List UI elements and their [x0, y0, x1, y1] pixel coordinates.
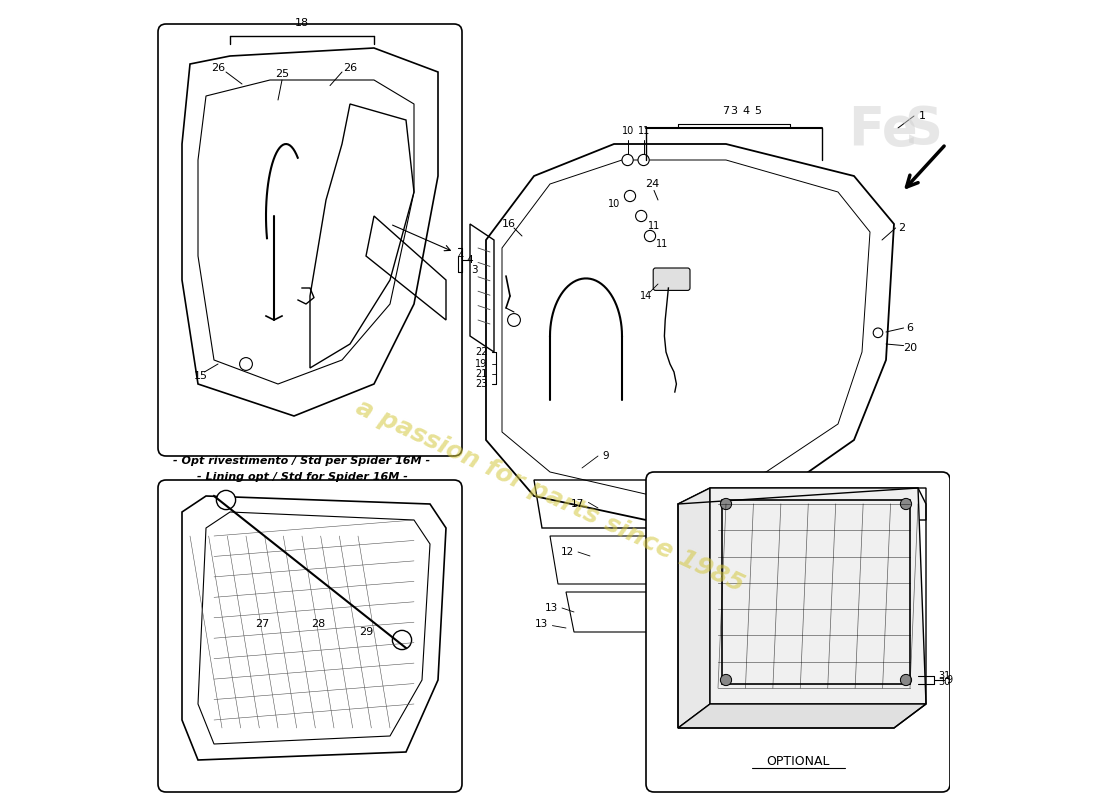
Text: 4: 4	[742, 106, 749, 116]
Text: 10: 10	[621, 126, 634, 136]
FancyBboxPatch shape	[158, 480, 462, 792]
Text: 26: 26	[343, 63, 358, 73]
Text: 28: 28	[311, 619, 326, 629]
Text: 3: 3	[472, 266, 478, 275]
FancyBboxPatch shape	[646, 472, 950, 792]
Text: 26: 26	[211, 63, 226, 73]
Polygon shape	[710, 488, 926, 704]
Text: 1: 1	[918, 111, 925, 121]
Text: 21: 21	[475, 369, 487, 378]
Text: 12: 12	[561, 547, 574, 557]
Circle shape	[217, 490, 235, 510]
Circle shape	[720, 674, 732, 686]
Text: 6: 6	[906, 323, 913, 333]
Text: 5: 5	[755, 106, 761, 116]
Text: 9: 9	[946, 675, 953, 685]
Text: 19: 19	[475, 359, 487, 369]
Circle shape	[636, 210, 647, 222]
Circle shape	[645, 230, 656, 242]
Text: 7: 7	[723, 106, 729, 116]
Text: 31: 31	[938, 671, 950, 681]
Text: 10: 10	[608, 199, 620, 209]
Text: 30: 30	[938, 677, 950, 686]
Text: S: S	[904, 104, 942, 156]
Text: Fe: Fe	[848, 104, 918, 156]
Text: 23: 23	[475, 379, 487, 389]
Circle shape	[901, 498, 912, 510]
Text: 29: 29	[359, 627, 373, 637]
Text: 4: 4	[458, 251, 464, 261]
Polygon shape	[678, 488, 926, 520]
Text: 4: 4	[466, 255, 473, 265]
Text: 2: 2	[899, 223, 905, 233]
Text: 11: 11	[638, 126, 650, 136]
Text: 15: 15	[194, 371, 208, 381]
Circle shape	[625, 190, 636, 202]
Text: 16: 16	[502, 219, 516, 229]
FancyBboxPatch shape	[158, 24, 462, 456]
Polygon shape	[678, 704, 926, 728]
Text: 13: 13	[535, 619, 549, 629]
Circle shape	[393, 630, 411, 650]
Text: 9: 9	[602, 451, 608, 461]
Text: - Lining opt / Std for Spider 16M -: - Lining opt / Std for Spider 16M -	[197, 472, 407, 482]
Text: OPTIONAL: OPTIONAL	[767, 755, 829, 768]
Text: 17: 17	[571, 499, 584, 509]
Circle shape	[621, 154, 634, 166]
Text: 11: 11	[657, 239, 669, 249]
Text: 11: 11	[648, 221, 660, 230]
Circle shape	[638, 154, 649, 166]
FancyBboxPatch shape	[653, 268, 690, 290]
Circle shape	[901, 674, 912, 686]
Text: a passion for parts since 1985: a passion for parts since 1985	[352, 395, 748, 597]
Circle shape	[720, 498, 732, 510]
Text: 13: 13	[544, 603, 558, 613]
Text: 14: 14	[640, 291, 652, 301]
Text: 25: 25	[275, 69, 289, 78]
Text: 24: 24	[646, 179, 660, 189]
Text: 20: 20	[903, 343, 917, 353]
Text: 18: 18	[295, 18, 309, 28]
Text: 3: 3	[730, 106, 737, 116]
Text: 22: 22	[475, 347, 487, 357]
Text: - Opt rivestimento / Std per Spider 16M -: - Opt rivestimento / Std per Spider 16M …	[174, 456, 430, 466]
Text: 27: 27	[255, 619, 270, 629]
Polygon shape	[678, 488, 710, 728]
